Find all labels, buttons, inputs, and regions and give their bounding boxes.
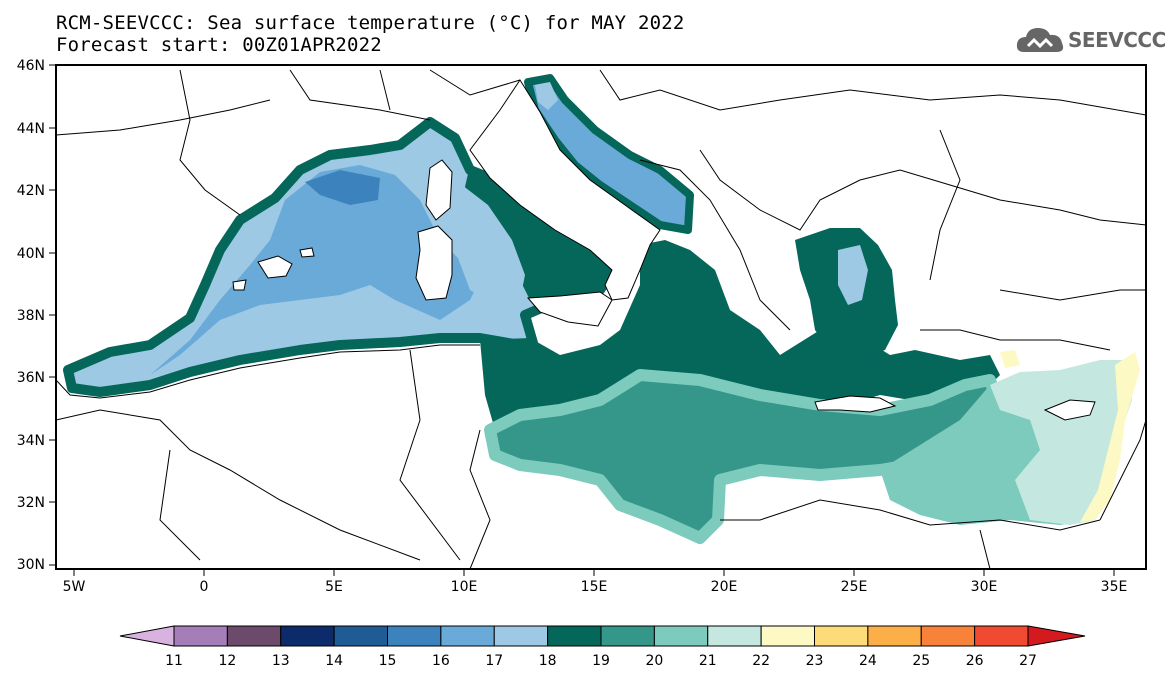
colorbar-cell	[920, 625, 976, 647]
ibiza	[232, 279, 247, 291]
lat-label-34n: 34N	[17, 433, 45, 449]
lat-label-36n: 36N	[17, 370, 45, 386]
colorbar-cell	[653, 625, 709, 647]
cloud-icon	[1016, 28, 1064, 52]
lat-label-44n: 44N	[17, 121, 45, 137]
colorbar-label: 11	[165, 653, 183, 669]
adriatic-17-region	[524, 74, 694, 234]
crete	[814, 395, 897, 413]
lat-label-32n: 32N	[17, 495, 45, 511]
lon-label-5w: 5W	[63, 579, 86, 595]
map-title: RCM-SEEVCCC: Sea surface temperature (°C…	[56, 12, 685, 34]
colorbar-label: 15	[379, 653, 397, 669]
lon-label-25e: 25E	[841, 579, 868, 595]
borders	[56, 69, 1146, 569]
levant-coast-23-region	[1080, 352, 1140, 522]
colorbar-label: 21	[699, 653, 717, 669]
aegean-18-region	[838, 245, 868, 305]
lon-label-5e: 5E	[325, 579, 343, 595]
lon-label-35e: 35E	[1101, 579, 1128, 595]
colorbar-cell	[173, 625, 228, 647]
colorbar-label: 23	[806, 653, 824, 669]
lat-label-38n: 38N	[17, 308, 45, 324]
italy	[469, 79, 661, 301]
colorbar-over-arrow	[1027, 625, 1086, 647]
colorbar-cell	[493, 625, 549, 647]
colorbar-cell	[280, 625, 335, 647]
colorbar-cell	[707, 625, 762, 647]
lat-label-42n: 42N	[17, 183, 45, 199]
colorbar-label: 25	[912, 653, 930, 669]
colorbar-cell	[760, 625, 815, 647]
lon-label-15e: 15E	[581, 579, 608, 595]
seevccc-logo: SEEVCCC	[1016, 22, 1165, 58]
colorbar-cell	[387, 625, 442, 647]
colorbar-label: 17	[485, 653, 503, 669]
colorbar-label: 20	[645, 653, 663, 669]
lon-label-20e: 20E	[711, 579, 738, 595]
lat-label-30n: 30N	[17, 557, 45, 573]
lat-label-46n: 46N	[17, 58, 45, 74]
tyrrhenian-19-region	[462, 165, 612, 300]
colorbar-label: 12	[218, 653, 236, 669]
map-frame	[55, 64, 1147, 570]
forecast-start-subtitle: Forecast start: 00Z01APR2022	[56, 34, 382, 56]
colorbar-label: 19	[592, 653, 610, 669]
corsica	[425, 159, 453, 221]
colorbar-cell	[440, 625, 495, 647]
colorbar-label: 24	[859, 653, 877, 669]
colorbar-cell	[333, 625, 388, 647]
western-med-17-region	[150, 165, 480, 375]
sea-surface-temperature-field	[56, 69, 1146, 569]
colorbar-cell	[226, 625, 282, 647]
lat-label-40n: 40N	[17, 246, 45, 262]
logo-text: SEEVCCC	[1068, 28, 1165, 52]
latitude-axis: 46N 44N 42N 40N 38N 36N 34N 32N 30N	[17, 58, 56, 573]
colorbar-label: 22	[752, 653, 770, 669]
lon-label-10e: 10E	[451, 579, 478, 595]
colorbar-cell	[600, 625, 655, 647]
mallorca	[257, 255, 293, 279]
lon-label-0: 0	[200, 579, 209, 595]
colorbar-label: 27	[1019, 653, 1037, 669]
menorca	[299, 247, 315, 258]
nile-delta-23-region	[1000, 350, 1020, 368]
sardinia	[415, 225, 453, 301]
sicily	[526, 291, 613, 327]
colorbar-label: 18	[539, 653, 557, 669]
tyrrhenian-18-region	[450, 185, 525, 305]
gulf-of-lion-16-region	[305, 170, 380, 205]
colorbar-cell	[867, 625, 922, 647]
colorbar-label: 16	[432, 653, 450, 669]
adriatic-18-region	[535, 82, 558, 110]
colorbar-under-arrow	[119, 625, 175, 647]
colorbar-cell	[974, 625, 1029, 647]
colorbar: 11 12 13 14 15 16 17 18 19 20 21 22 23 24 25 26 27	[119, 625, 1086, 669]
colorbar-label: 13	[272, 653, 290, 669]
colorbar-cell	[547, 625, 602, 647]
levantine-22-region	[990, 360, 1132, 525]
colorbar-cell	[814, 625, 869, 647]
lon-label-30e: 30E	[971, 579, 998, 595]
colorbar-label: 14	[325, 653, 343, 669]
longitude-axis: 5W 0 5E 10E 15E 20E 25E 30E 35E	[63, 569, 1128, 595]
colorbar-label: 26	[966, 653, 984, 669]
cyprus	[1043, 399, 1096, 421]
